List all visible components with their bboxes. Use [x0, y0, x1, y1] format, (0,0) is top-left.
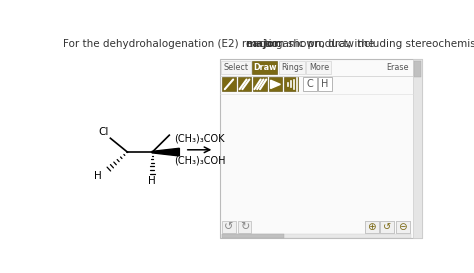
Bar — [396, 221, 410, 233]
Bar — [414, 61, 421, 77]
Text: (CH₃)₃COK: (CH₃)₃COK — [174, 134, 225, 144]
Bar — [237, 221, 251, 233]
Bar — [253, 78, 267, 91]
Bar — [284, 78, 298, 91]
Polygon shape — [271, 80, 280, 88]
Text: ↺: ↺ — [224, 222, 234, 232]
Text: H: H — [94, 171, 102, 181]
Text: major: major — [245, 39, 279, 49]
Text: Select: Select — [223, 63, 248, 72]
Bar — [307, 61, 331, 74]
Bar — [221, 61, 251, 74]
Bar — [365, 221, 379, 233]
Text: (CH₃)₃COH: (CH₃)₃COH — [174, 156, 225, 166]
Text: ↺: ↺ — [383, 222, 391, 232]
Text: organic product, including stereochemistry.: organic product, including stereochemist… — [262, 39, 474, 49]
Text: H: H — [148, 176, 156, 186]
Text: Draw: Draw — [253, 63, 276, 72]
Text: ⊖: ⊖ — [398, 222, 407, 232]
Text: Rings: Rings — [281, 63, 303, 72]
Bar — [222, 221, 236, 233]
Text: More: More — [309, 63, 329, 72]
Bar — [365, 221, 379, 233]
Bar — [380, 221, 394, 233]
Bar — [222, 78, 236, 91]
Bar — [413, 59, 422, 238]
Text: ↻: ↻ — [240, 222, 249, 232]
Polygon shape — [152, 148, 179, 156]
Bar — [302, 78, 317, 91]
Bar — [396, 221, 410, 233]
Bar — [222, 234, 411, 238]
Text: C: C — [306, 79, 313, 89]
Text: For the dehydrohalogenation (E2) reaction shown, draw the: For the dehydrohalogenation (E2) reactio… — [63, 39, 378, 49]
Text: Cl: Cl — [99, 127, 109, 138]
Bar — [237, 78, 251, 91]
Bar — [252, 61, 277, 74]
Bar — [222, 234, 284, 238]
Text: ⊕: ⊕ — [367, 222, 376, 232]
Bar — [318, 78, 332, 91]
Bar — [380, 221, 394, 233]
Text: Erase: Erase — [386, 63, 409, 72]
Bar — [268, 78, 283, 91]
Bar — [219, 59, 422, 238]
Bar — [279, 61, 305, 74]
Text: H: H — [321, 79, 329, 89]
